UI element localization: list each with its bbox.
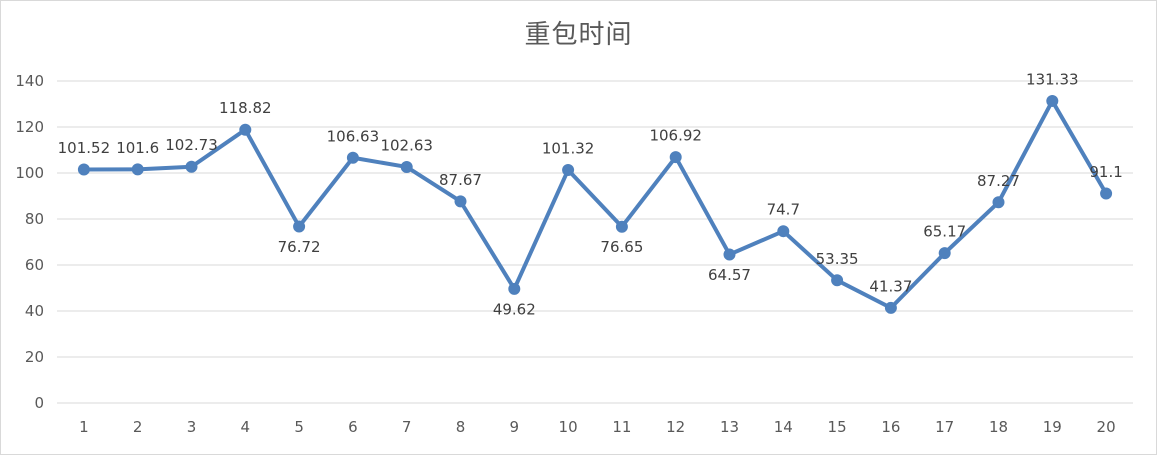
- data-point: [723, 248, 736, 261]
- data-point: [562, 163, 575, 176]
- x-tick-label: 5: [294, 418, 304, 436]
- data-label: 41.37: [869, 277, 912, 295]
- data-label: 87.27: [977, 172, 1020, 190]
- y-tick-label: 100: [15, 164, 44, 182]
- data-point: [239, 123, 252, 136]
- y-tick-label: 20: [25, 348, 44, 366]
- data-labels: 101.52 101.6 102.73 118.82 76.72 106.63102.63…: [58, 70, 1123, 318]
- y-tick-label: 80: [25, 210, 44, 228]
- data-label: 76.72: [278, 238, 321, 256]
- data-label: 101.6: [116, 139, 159, 157]
- data-point: [669, 151, 682, 164]
- data-point: [508, 282, 521, 295]
- x-tick-label: 2: [133, 418, 143, 436]
- x-tick-label: 19: [1043, 418, 1062, 436]
- data-label: 49.62: [493, 300, 536, 318]
- data-label: 74.7: [767, 201, 800, 219]
- data-point: [346, 151, 359, 164]
- x-tick-label: 13: [720, 418, 739, 436]
- data-label: 102.73: [165, 136, 218, 154]
- data-point: [131, 163, 144, 176]
- data-point: [777, 225, 790, 238]
- x-tick-label: 4: [241, 418, 251, 436]
- data-point: [77, 163, 90, 176]
- x-tick-label: 14: [774, 418, 793, 436]
- data-point: [831, 274, 844, 287]
- x-tick-label: 3: [187, 418, 197, 436]
- y-tick-label: 140: [15, 72, 44, 90]
- y-tick-label: 60: [25, 256, 44, 274]
- x-tick-label: 12: [666, 418, 685, 436]
- y-tick-label: 120: [15, 118, 44, 136]
- data-point: [1046, 94, 1059, 107]
- data-point: [938, 247, 951, 260]
- grid-lines: [57, 80, 1133, 404]
- data-label: 65.17: [923, 223, 966, 241]
- x-tick-label: 1: [79, 418, 89, 436]
- data-point: [1100, 187, 1113, 200]
- data-point: [185, 160, 198, 173]
- data-label: 53.35: [816, 250, 859, 268]
- data-point: [615, 220, 628, 233]
- chart-title: 重包时间: [524, 20, 633, 50]
- data-label: 76.65: [600, 238, 643, 256]
- data-label: 106.63: [327, 127, 380, 145]
- y-tick-label: 40: [25, 302, 44, 320]
- x-tick-label: 15: [828, 418, 847, 436]
- data-label: 91.1: [1089, 163, 1122, 181]
- data-point: [293, 220, 306, 233]
- data-point: [992, 196, 1005, 209]
- x-tick-label: 10: [559, 418, 578, 436]
- data-label: 87.67: [439, 171, 482, 189]
- y-tick-label: 0: [34, 394, 44, 412]
- data-point: [884, 301, 897, 314]
- data-label: 131.33: [1026, 70, 1079, 88]
- data-point: [454, 195, 467, 208]
- x-tick-label: 18: [989, 418, 1008, 436]
- data-markers: [77, 94, 1113, 314]
- series-line-path: [81, 98, 1109, 310]
- data-label: 101.32: [542, 139, 595, 157]
- x-tick-label: 8: [456, 418, 466, 436]
- data-label: 106.92: [649, 127, 702, 145]
- x-tick-label: 20: [1097, 418, 1116, 436]
- x-tick-label: 9: [510, 418, 520, 436]
- x-tick-label: 17: [935, 418, 954, 436]
- x-tick-label: 11: [612, 418, 631, 436]
- data-label: 101.52: [58, 139, 111, 157]
- data-label: 64.57: [708, 266, 751, 284]
- series-line: [81, 98, 1109, 310]
- data-point: [400, 160, 413, 173]
- x-tick-label: 16: [881, 418, 900, 436]
- data-label: 118.82: [219, 99, 272, 117]
- x-tick-label: 6: [348, 418, 358, 436]
- data-label: 102.63: [380, 136, 433, 154]
- x-tick-label: 7: [402, 418, 412, 436]
